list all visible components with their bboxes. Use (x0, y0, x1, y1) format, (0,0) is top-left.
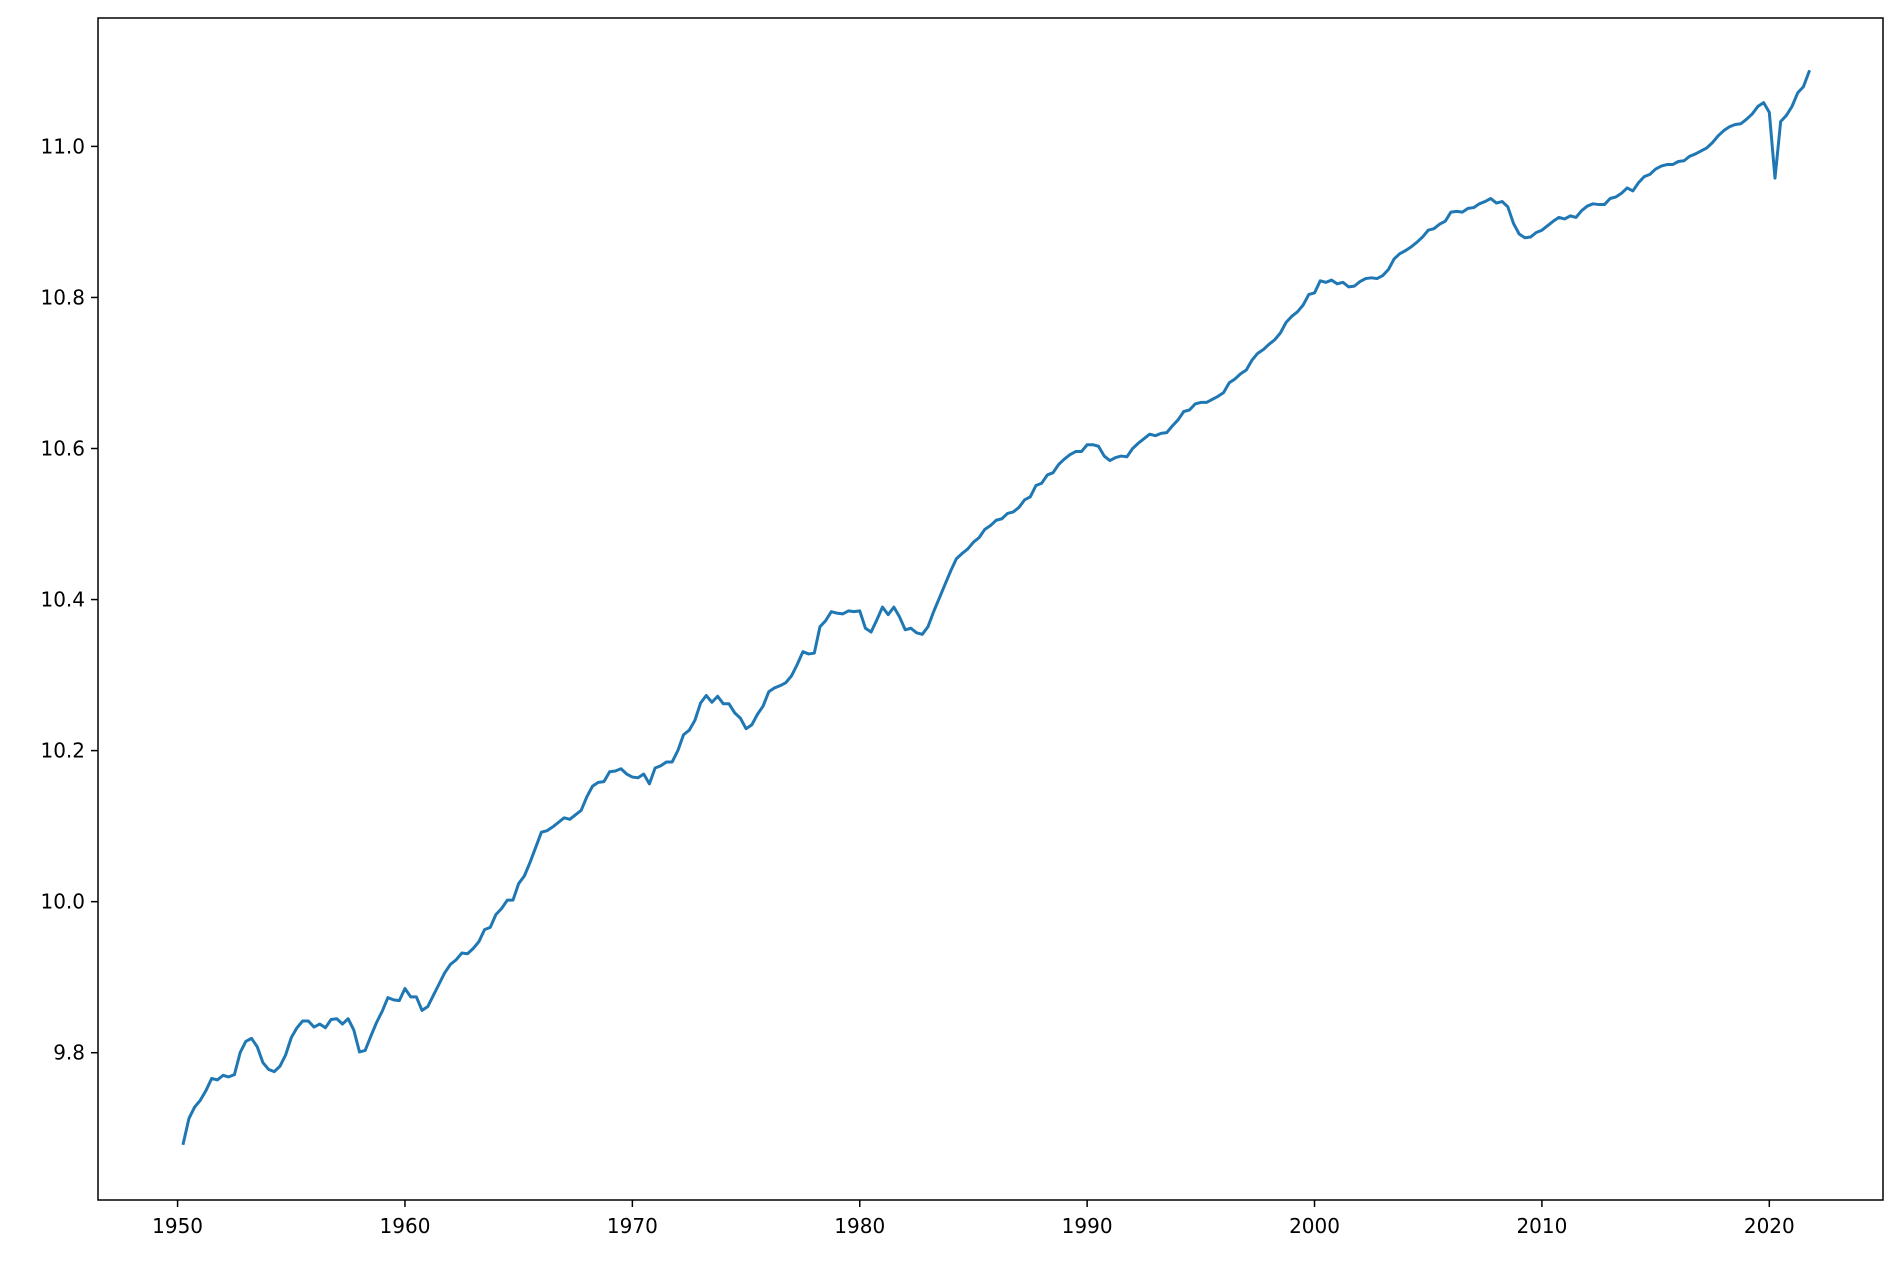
x-tick-label: 1970 (607, 1214, 658, 1238)
x-tick-label: 1990 (1062, 1214, 1113, 1238)
y-tick-label: 10.4 (40, 588, 85, 612)
plot-frame (97, 17, 1884, 1201)
x-tick-label: 1960 (380, 1214, 431, 1238)
ticks-layer: 1950 1960 1970 1980 1990 2000 2010 2020 9.8 10.0 1… (40, 134, 1794, 1238)
x-tick-label: 1980 (834, 1214, 885, 1238)
y-tick-label: 10.2 (40, 739, 85, 763)
x-tick-label: 2000 (1289, 1214, 1340, 1238)
x-tick-label: 2020 (1744, 1214, 1795, 1238)
y-tick-label: 10.0 (40, 890, 85, 914)
series-line (181, 69, 1812, 1146)
y-tick-label: 10.8 (40, 285, 85, 309)
y-tick-label: 11.0 (40, 134, 85, 158)
y-tick-label: 9.8 (53, 1041, 85, 1065)
y-tick-label: 10.6 (40, 437, 85, 461)
x-tick-label: 1950 (152, 1214, 203, 1238)
x-tick-label: 2010 (1516, 1214, 1567, 1238)
